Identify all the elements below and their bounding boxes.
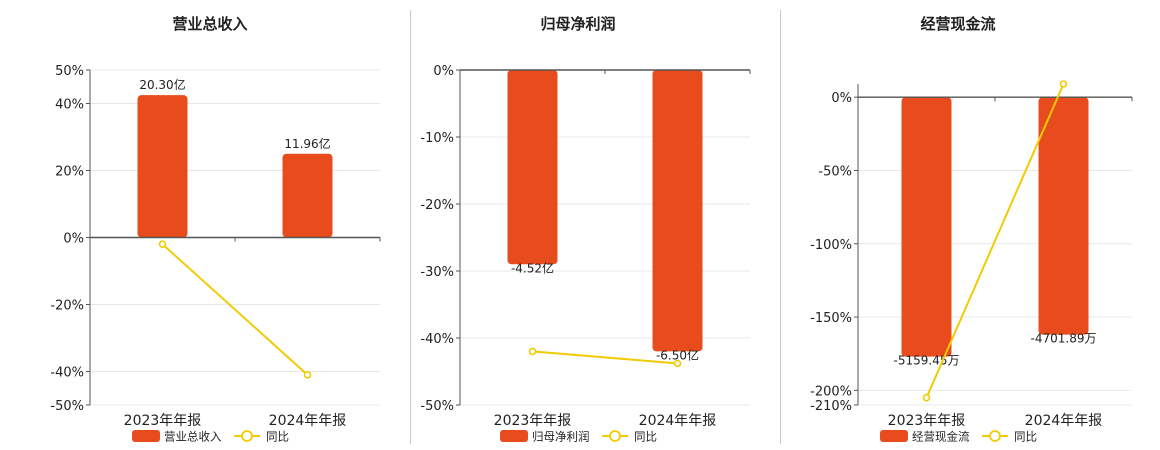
y-tick-label: 0% bbox=[831, 91, 852, 106]
bar bbox=[1038, 97, 1089, 335]
legend-bar-label: 经营现金流 bbox=[912, 430, 970, 444]
x-tick-label: 2024年年报 bbox=[639, 413, 717, 429]
bar bbox=[137, 95, 188, 238]
chart-title: 归母净利润 bbox=[540, 15, 615, 33]
panel-divider bbox=[780, 10, 781, 444]
x-tick-label: 2023年年报 bbox=[888, 413, 966, 429]
bar-data-label: -4.52亿 bbox=[511, 260, 554, 275]
y-tick-label: -10% bbox=[420, 131, 454, 146]
y-tick-label: -40% bbox=[50, 366, 84, 381]
x-tick-label: 2023年年报 bbox=[124, 413, 202, 429]
legend-line-label: 同比 bbox=[634, 430, 657, 444]
bar-data-label: -4701.89万 bbox=[1031, 332, 1097, 346]
y-tick-label: 40% bbox=[55, 98, 84, 113]
y-tick-label: -100% bbox=[810, 238, 852, 253]
panel-divider bbox=[410, 10, 411, 444]
y-tick-label: 50% bbox=[55, 64, 84, 79]
y-tick-label: -150% bbox=[810, 311, 852, 326]
legend-line-marker bbox=[241, 430, 253, 442]
yoy-point bbox=[673, 359, 682, 368]
bar-data-label: -5159.45万 bbox=[894, 354, 960, 368]
yoy-series-line bbox=[925, 83, 1065, 399]
legend-line-label: 同比 bbox=[1014, 430, 1037, 444]
legend-bar-swatch bbox=[132, 430, 160, 442]
y-tick-label: -50% bbox=[420, 399, 454, 414]
legend-line-marker bbox=[989, 430, 1001, 442]
chart-title: 经营现金流 bbox=[920, 15, 995, 33]
yoy-series-line bbox=[532, 350, 678, 365]
yoy-point bbox=[158, 240, 167, 248]
legend-bar-swatch bbox=[880, 430, 908, 442]
y-tick-label: -20% bbox=[420, 198, 454, 213]
revenue-chart: 营业总收入 -50% -40% -20% 0% 20% 40% 50% 20.30亿 11.96亿… bbox=[50, 15, 381, 444]
yoy-point bbox=[922, 393, 931, 402]
operating-cashflow-chart: 经营现金流 -210%-200% -150% -100% -50% 0% -5159.45万… bbox=[810, 15, 1133, 444]
x-tick-label: 2024年年报 bbox=[269, 413, 347, 429]
y-tick-label: 0% bbox=[433, 64, 454, 79]
legend-line-label: 同比 bbox=[266, 430, 289, 444]
legend-line-marker bbox=[609, 430, 621, 442]
y-tick-label: -20% bbox=[50, 299, 84, 314]
legend-bar-swatch bbox=[500, 430, 528, 442]
y-tick-label: 0% bbox=[63, 232, 84, 247]
yoy-series-line bbox=[161, 243, 309, 376]
bar-data-label: -6.50亿 bbox=[656, 347, 699, 362]
bar-data-label: 11.96亿 bbox=[284, 136, 330, 151]
y-tick-label: -50% bbox=[50, 399, 84, 414]
x-tick-label: 2023年年报 bbox=[494, 413, 572, 429]
y-tick-label: -50% bbox=[818, 164, 852, 179]
x-tick-label: 2024年年报 bbox=[1025, 413, 1103, 429]
yoy-point bbox=[528, 347, 537, 356]
yoy-point bbox=[303, 371, 312, 379]
y-tick-label: -40% bbox=[420, 332, 454, 347]
bar bbox=[652, 70, 703, 352]
chart-title: 营业总收入 bbox=[172, 15, 247, 33]
y-tick-label: -210% bbox=[810, 399, 852, 414]
bar-data-label: 20.30亿 bbox=[139, 77, 185, 92]
legend-bar-label: 营业总收入 bbox=[164, 430, 222, 444]
y-tick-label: -200% bbox=[810, 384, 852, 399]
bar bbox=[507, 70, 558, 265]
legend-bar-label: 归母净利润 bbox=[532, 430, 590, 444]
net-profit-chart: 归母净利润 -50% -40% -30% -20% -10% 0% -4.52亿 -6.50亿 2… bbox=[420, 15, 751, 444]
yoy-point bbox=[1059, 80, 1068, 88]
bar bbox=[282, 153, 333, 238]
y-tick-label: -30% bbox=[420, 265, 454, 280]
y-tick-label: 20% bbox=[55, 165, 84, 180]
bar bbox=[901, 97, 952, 357]
